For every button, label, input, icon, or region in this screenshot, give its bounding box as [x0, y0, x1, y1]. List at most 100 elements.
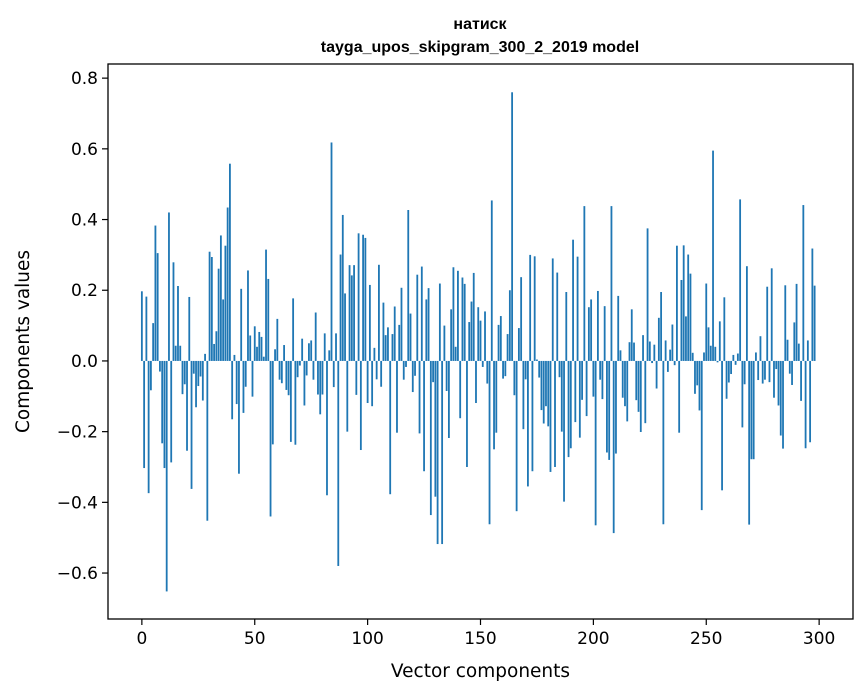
x-tick-label: 250	[690, 629, 722, 649]
bar	[578, 360, 581, 438]
bar	[694, 360, 696, 394]
bar	[795, 283, 798, 361]
bar	[312, 360, 315, 380]
bar	[633, 342, 635, 361]
bar	[396, 360, 398, 433]
bar	[556, 272, 559, 361]
bar	[583, 206, 586, 361]
bar	[330, 142, 333, 361]
bar	[258, 331, 261, 361]
bar	[680, 279, 683, 361]
bar	[804, 360, 807, 449]
bar	[660, 292, 663, 361]
bar	[698, 360, 701, 411]
bar	[764, 360, 766, 380]
bar-series	[140, 92, 816, 592]
bar	[513, 360, 516, 396]
bar	[197, 360, 200, 387]
bar	[673, 360, 676, 366]
bar	[253, 326, 256, 361]
bar	[549, 360, 552, 472]
bar	[335, 333, 337, 361]
bar	[700, 360, 703, 511]
bar	[508, 290, 511, 361]
bar	[748, 360, 751, 525]
bar	[813, 285, 816, 361]
bar	[292, 298, 295, 361]
y-axis-label: Components values	[13, 250, 34, 433]
bar	[676, 245, 678, 361]
bar	[337, 360, 340, 566]
bar	[802, 205, 805, 361]
bar	[267, 278, 270, 361]
bar	[788, 360, 791, 374]
bar	[646, 228, 649, 361]
bar	[249, 335, 252, 361]
bar	[402, 360, 405, 380]
bar	[495, 360, 498, 433]
bar	[779, 360, 782, 436]
bar	[666, 360, 669, 372]
y-tick-label: −0.6	[57, 564, 98, 584]
bar	[601, 360, 604, 400]
bar	[190, 360, 193, 489]
bar	[705, 283, 708, 361]
bar	[443, 325, 446, 361]
bar	[346, 360, 349, 432]
bar	[199, 360, 202, 377]
bar	[533, 256, 536, 361]
bar	[183, 360, 186, 385]
bar	[411, 360, 414, 393]
bar	[565, 292, 568, 361]
bar	[486, 360, 489, 384]
bar	[594, 360, 597, 526]
y-tick-label: −0.2	[57, 423, 98, 443]
bar	[691, 352, 694, 361]
bar	[757, 360, 760, 381]
bar	[682, 245, 685, 361]
bar	[617, 295, 620, 361]
bar	[732, 354, 735, 361]
bar	[314, 312, 317, 361]
x-tick-label: 50	[244, 629, 266, 649]
bar	[204, 353, 206, 361]
bar	[238, 360, 240, 474]
bar	[457, 270, 459, 361]
bar	[447, 360, 450, 438]
bar	[206, 360, 209, 521]
bar	[490, 200, 493, 361]
bar	[493, 360, 495, 450]
bar	[463, 283, 466, 361]
bar	[712, 150, 714, 361]
bar	[522, 360, 525, 430]
bar	[280, 360, 283, 384]
bar	[308, 343, 310, 361]
bar	[357, 233, 360, 361]
bar	[143, 360, 146, 469]
bar	[289, 360, 292, 442]
bar	[274, 349, 276, 361]
bar	[409, 313, 412, 361]
chart-subtitle: tayga_upos_skipgram_300_2_2019 model	[321, 39, 639, 56]
bar	[793, 322, 796, 361]
bar	[262, 356, 265, 361]
bar	[782, 360, 784, 449]
x-axis: 0 50 100 150 200 250 300	[136, 619, 835, 649]
bar	[696, 360, 699, 386]
bar	[294, 360, 297, 445]
bar	[420, 266, 423, 361]
bar	[484, 311, 486, 361]
bar	[506, 334, 509, 361]
bar	[165, 360, 168, 592]
bar	[229, 163, 231, 361]
bar	[405, 360, 407, 367]
bar	[407, 210, 410, 361]
bar	[341, 214, 344, 361]
bar	[655, 360, 658, 389]
bar	[784, 285, 787, 361]
bar	[163, 360, 166, 469]
bar	[644, 360, 647, 424]
bar	[716, 360, 719, 363]
bar	[502, 360, 504, 379]
